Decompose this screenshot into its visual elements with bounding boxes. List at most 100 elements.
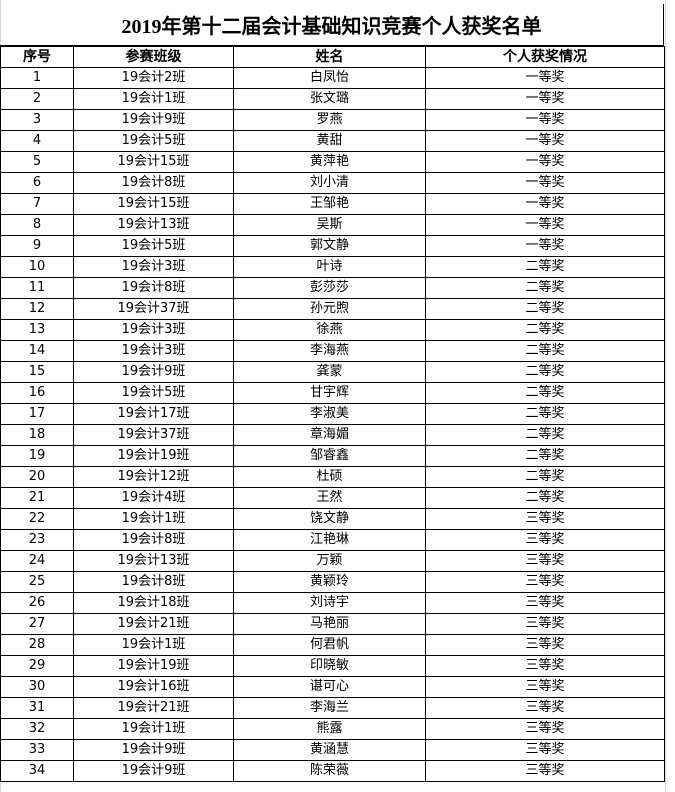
cell-award[interactable]: 一等奖 xyxy=(425,193,665,215)
cell-class[interactable]: 19会计37班 xyxy=(73,424,234,446)
cell-index[interactable]: 33 xyxy=(0,739,74,761)
header-class[interactable]: 参赛班级 xyxy=(73,46,234,68)
header-index[interactable]: 序号 xyxy=(0,46,74,68)
cell-class[interactable]: 19会计8班 xyxy=(73,571,234,593)
cell-award[interactable]: 三等奖 xyxy=(425,760,665,782)
cell-name[interactable]: 白凤怡 xyxy=(233,67,426,89)
cell-award[interactable]: 一等奖 xyxy=(425,67,665,89)
cell-award[interactable]: 三等奖 xyxy=(425,508,665,530)
cell-class[interactable]: 19会计16班 xyxy=(73,676,234,698)
cell-name[interactable]: 徐燕 xyxy=(233,319,426,341)
cell-class[interactable]: 19会计18班 xyxy=(73,592,234,614)
cell-class[interactable]: 19会计3班 xyxy=(73,340,234,362)
cell-award[interactable]: 三等奖 xyxy=(425,739,665,761)
cell-class[interactable]: 19会计9班 xyxy=(73,739,234,761)
cell-name[interactable]: 叶诗 xyxy=(233,256,426,278)
cell-award[interactable]: 一等奖 xyxy=(425,130,665,152)
cell-index[interactable]: 20 xyxy=(0,466,74,488)
cell-name[interactable]: 吴斯 xyxy=(233,214,426,236)
cell-index[interactable]: 4 xyxy=(0,130,74,152)
cell-award[interactable]: 二等奖 xyxy=(425,256,665,278)
cell-class[interactable]: 19会计4班 xyxy=(73,487,234,509)
cell-class[interactable]: 19会计1班 xyxy=(73,718,234,740)
cell-index[interactable]: 25 xyxy=(0,571,74,593)
cell-index[interactable]: 9 xyxy=(0,235,74,257)
cell-name[interactable]: 饶文静 xyxy=(233,508,426,530)
cell-name[interactable]: 万颖 xyxy=(233,550,426,572)
cell-index[interactable]: 17 xyxy=(0,403,74,425)
cell-award[interactable]: 二等奖 xyxy=(425,487,665,509)
cell-class[interactable]: 19会计8班 xyxy=(73,277,234,299)
cell-class[interactable]: 19会计15班 xyxy=(73,151,234,173)
cell-name[interactable]: 龚蒙 xyxy=(233,361,426,383)
cell-award[interactable]: 一等奖 xyxy=(425,151,665,173)
cell-award[interactable]: 三等奖 xyxy=(425,634,665,656)
cell-index[interactable]: 10 xyxy=(0,256,74,278)
cell-class[interactable]: 19会计5班 xyxy=(73,235,234,257)
cell-index[interactable]: 5 xyxy=(0,151,74,173)
cell-class[interactable]: 19会计19班 xyxy=(73,445,234,467)
cell-award[interactable]: 一等奖 xyxy=(425,172,665,194)
cell-award[interactable]: 三等奖 xyxy=(425,676,665,698)
cell-name[interactable]: 江艳琳 xyxy=(233,529,426,551)
cell-class[interactable]: 19会计3班 xyxy=(73,319,234,341)
cell-award[interactable]: 三等奖 xyxy=(425,718,665,740)
cell-award[interactable]: 二等奖 xyxy=(425,277,665,299)
cell-index[interactable]: 1 xyxy=(0,67,74,89)
cell-name[interactable]: 何君帆 xyxy=(233,634,426,656)
cell-index[interactable]: 19 xyxy=(0,445,74,467)
cell-index[interactable]: 3 xyxy=(0,109,74,131)
cell-name[interactable]: 章海媚 xyxy=(233,424,426,446)
cell-index[interactable]: 21 xyxy=(0,487,74,509)
cell-award[interactable]: 一等奖 xyxy=(425,214,665,236)
cell-award[interactable]: 二等奖 xyxy=(425,361,665,383)
cell-class[interactable]: 19会计15班 xyxy=(73,193,234,215)
cell-award[interactable]: 二等奖 xyxy=(425,319,665,341)
cell-class[interactable]: 19会计19班 xyxy=(73,655,234,677)
cell-name[interactable]: 刘小清 xyxy=(233,172,426,194)
cell-index[interactable]: 30 xyxy=(0,676,74,698)
cell-index[interactable]: 23 xyxy=(0,529,74,551)
cell-award[interactable]: 三等奖 xyxy=(425,697,665,719)
cell-class[interactable]: 19会计12班 xyxy=(73,466,234,488)
cell-index[interactable]: 34 xyxy=(0,760,74,782)
cell-name[interactable]: 张文璐 xyxy=(233,88,426,110)
cell-award[interactable]: 三等奖 xyxy=(425,571,665,593)
cell-class[interactable]: 19会计37班 xyxy=(73,298,234,320)
header-name[interactable]: 姓名 xyxy=(233,46,426,68)
cell-award[interactable]: 一等奖 xyxy=(425,88,665,110)
cell-class[interactable]: 19会计5班 xyxy=(73,130,234,152)
cell-class[interactable]: 19会计1班 xyxy=(73,634,234,656)
cell-class[interactable]: 19会计8班 xyxy=(73,529,234,551)
cell-class[interactable]: 19会计1班 xyxy=(73,508,234,530)
cell-index[interactable]: 31 xyxy=(0,697,74,719)
cell-name[interactable]: 李淑美 xyxy=(233,403,426,425)
cell-index[interactable]: 32 xyxy=(0,718,74,740)
cell-class[interactable]: 19会计17班 xyxy=(73,403,234,425)
cell-class[interactable]: 19会计8班 xyxy=(73,172,234,194)
cell-index[interactable]: 6 xyxy=(0,172,74,194)
cell-name[interactable]: 李海燕 xyxy=(233,340,426,362)
cell-award[interactable]: 三等奖 xyxy=(425,613,665,635)
cell-index[interactable]: 26 xyxy=(0,592,74,614)
cell-name[interactable]: 黄颖玲 xyxy=(233,571,426,593)
cell-award[interactable]: 二等奖 xyxy=(425,403,665,425)
cell-name[interactable]: 罗燕 xyxy=(233,109,426,131)
cell-award[interactable]: 三等奖 xyxy=(425,592,665,614)
cell-index[interactable]: 14 xyxy=(0,340,74,362)
cell-class[interactable]: 19会计13班 xyxy=(73,550,234,572)
cell-name[interactable]: 熊露 xyxy=(233,718,426,740)
header-award[interactable]: 个人获奖情况 xyxy=(425,46,665,68)
cell-name[interactable]: 黄甜 xyxy=(233,130,426,152)
cell-class[interactable]: 19会计21班 xyxy=(73,613,234,635)
cell-index[interactable]: 7 xyxy=(0,193,74,215)
cell-class[interactable]: 19会计9班 xyxy=(73,109,234,131)
cell-name[interactable]: 刘诗宇 xyxy=(233,592,426,614)
cell-name[interactable]: 谌可心 xyxy=(233,676,426,698)
cell-name[interactable]: 邹睿鑫 xyxy=(233,445,426,467)
cell-name[interactable]: 孙元煦 xyxy=(233,298,426,320)
cell-name[interactable]: 黄涵慧 xyxy=(233,739,426,761)
cell-award[interactable]: 三等奖 xyxy=(425,550,665,572)
cell-name[interactable]: 李海兰 xyxy=(233,697,426,719)
cell-award[interactable]: 二等奖 xyxy=(425,340,665,362)
